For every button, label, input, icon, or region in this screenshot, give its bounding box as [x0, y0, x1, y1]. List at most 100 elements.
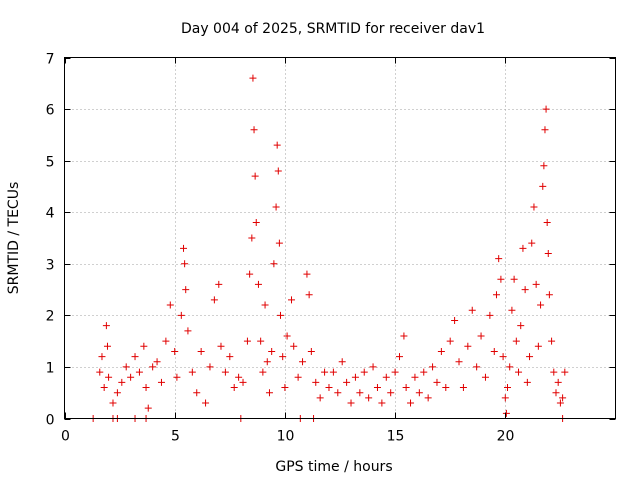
y-tick-label: 0	[46, 413, 55, 429]
data-point	[135, 368, 143, 376]
data-point	[433, 378, 441, 386]
data-point	[235, 373, 243, 381]
data-point	[512, 337, 520, 345]
data-point	[365, 394, 373, 402]
y-tick-label: 5	[46, 155, 55, 171]
y-tick-label: 7	[46, 52, 55, 68]
data-point	[303, 270, 311, 278]
data-point	[142, 384, 150, 392]
data-point	[103, 342, 111, 350]
data-point	[140, 342, 148, 350]
data-point	[369, 363, 377, 371]
data-point	[554, 378, 562, 386]
data-point	[305, 291, 313, 299]
data-point	[347, 399, 355, 407]
x-tick-label: 20	[497, 429, 515, 445]
x-tick-label: 15	[387, 429, 405, 445]
data-point	[182, 286, 190, 294]
data-point	[131, 353, 139, 361]
data-point	[153, 358, 161, 366]
data-point	[290, 342, 298, 350]
data-point	[177, 311, 185, 319]
data-point	[96, 368, 104, 376]
data-point	[543, 219, 551, 227]
data-point	[217, 342, 225, 350]
data-point	[499, 353, 507, 361]
data-point	[539, 182, 547, 190]
data-points	[89, 74, 569, 422]
data-point	[502, 409, 510, 417]
plot-frame	[64, 57, 616, 419]
data-point	[279, 353, 287, 361]
data-point	[265, 389, 273, 397]
data-point	[541, 126, 549, 134]
data-point	[351, 373, 359, 381]
data-point	[254, 280, 262, 288]
data-point	[221, 368, 229, 376]
data-point	[276, 311, 284, 319]
data-point	[105, 373, 113, 381]
x-tick-label: 10	[277, 429, 295, 445]
data-point	[490, 347, 498, 355]
data-point	[486, 311, 494, 319]
data-point	[382, 373, 390, 381]
data-point	[544, 249, 552, 257]
data-point	[181, 260, 189, 268]
data-point	[545, 291, 553, 299]
data-point	[259, 368, 267, 376]
data-point	[283, 332, 291, 340]
data-point	[506, 363, 514, 371]
data-point	[338, 358, 346, 366]
data-point	[548, 337, 556, 345]
data-point	[316, 394, 324, 402]
data-point	[268, 347, 276, 355]
data-point	[508, 306, 516, 314]
data-point	[157, 378, 165, 386]
data-point	[424, 394, 432, 402]
data-point	[275, 239, 283, 247]
data-point	[193, 389, 201, 397]
data-point	[415, 389, 423, 397]
data-point	[210, 296, 218, 304]
data-point	[540, 162, 548, 170]
data-point	[299, 358, 307, 366]
data-point	[464, 342, 472, 350]
data-point	[246, 270, 254, 278]
data-point	[202, 399, 210, 407]
data-point	[272, 203, 280, 211]
data-point	[215, 280, 223, 288]
data-point	[261, 301, 269, 309]
data-point	[127, 373, 135, 381]
data-point	[288, 296, 296, 304]
data-point	[257, 337, 265, 345]
data-point	[329, 368, 337, 376]
data-point	[477, 332, 485, 340]
data-point	[252, 219, 260, 227]
data-point	[492, 291, 500, 299]
data-point	[188, 368, 196, 376]
data-point	[118, 378, 126, 386]
x-tick-label: 0	[61, 429, 70, 445]
data-point	[263, 358, 271, 366]
y-tick-label: 1	[46, 361, 55, 377]
y-tick-label: 3	[46, 258, 55, 274]
data-point	[517, 322, 525, 330]
data-point	[180, 244, 188, 252]
data-point	[307, 347, 315, 355]
data-point	[162, 337, 170, 345]
data-point	[407, 399, 415, 407]
data-point	[273, 141, 281, 149]
data-point	[542, 105, 550, 113]
data-point	[144, 404, 152, 412]
data-point	[251, 172, 259, 180]
data-point	[402, 384, 410, 392]
data-point	[274, 167, 282, 175]
data-point	[149, 363, 157, 371]
data-point	[537, 301, 545, 309]
data-point	[523, 378, 531, 386]
data-point	[446, 337, 454, 345]
data-point	[171, 347, 179, 355]
data-point	[552, 389, 560, 397]
data-point	[378, 399, 386, 407]
